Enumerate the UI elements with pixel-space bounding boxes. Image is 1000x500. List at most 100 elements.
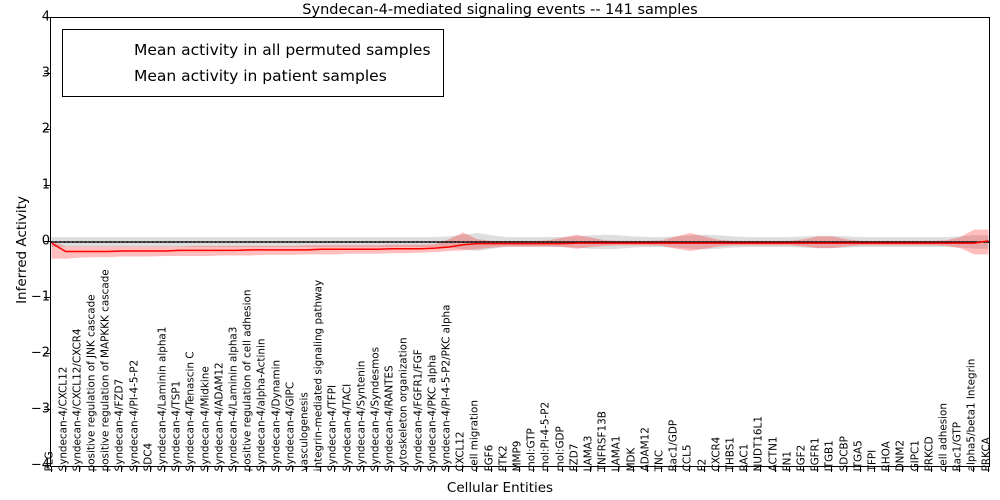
x-axis-tick-label: NUDT16L1 (752, 415, 765, 471)
y-axis-tick-mark (44, 185, 50, 186)
x-axis-tick-label: Syndecan-4/Tenascin C (185, 351, 198, 471)
x-axis-tick-label: ITGB1 (823, 439, 836, 471)
plot-svg (51, 229, 989, 259)
y-axis-tick-mark (44, 241, 50, 242)
x-axis-tick-label: FN1 (781, 450, 794, 471)
x-axis-tick-mark (462, 467, 464, 472)
x-axis-tick-mark (973, 467, 975, 472)
y-axis-tick-mark (44, 17, 50, 18)
x-axis-tick-label: Syndecan-4/CXCL12 (57, 366, 70, 471)
x-axis-tick-label: Syndecan-4/PKC alpha (426, 354, 439, 471)
x-axis-tick-mark (873, 467, 875, 472)
chart-legend: Mean activity in all permuted samples Me… (62, 29, 444, 97)
y-axis-tick-mark (44, 129, 50, 130)
x-axis-tick-label: RHOA (880, 440, 893, 471)
x-axis-tick-mark (121, 467, 123, 472)
y-axis-tick-label: −1 (30, 289, 50, 305)
x-axis-tick-mark (916, 467, 918, 472)
x-axis-tick-mark (192, 467, 194, 472)
x-axis-tick-mark (802, 467, 804, 472)
x-axis-tick-label: Syndecan-4/Syntenin (355, 360, 368, 471)
x-axis-tick-mark (93, 467, 95, 472)
x-axis-tick-label: mol:PI-4-5-P2 (539, 401, 552, 471)
x-axis-tick-mark (206, 467, 208, 472)
x-axis-tick-mark (845, 467, 847, 472)
x-axis-tick-mark (760, 467, 762, 472)
x-axis-tick-label: Syndecan-4/Dynamin (270, 359, 283, 471)
x-axis-tick-label: Syndecan-4/Laminin alpha3 (227, 326, 240, 471)
x-axis-tick-mark (618, 467, 620, 472)
x-axis-tick-label: ITGA5 (852, 439, 865, 471)
x-axis-tick-mark (817, 467, 819, 472)
x-axis-tick-mark (831, 467, 833, 472)
x-axis-tick-label: Syndecan-4/TFPI (327, 384, 340, 472)
y-axis-tick-mark (44, 73, 50, 74)
x-axis-tick-label: LAMA3 (582, 435, 595, 471)
x-axis-tick-label: Syndecan-4/ADAM12 (213, 361, 226, 471)
x-axis-tick-mark (78, 467, 80, 472)
y-axis-tick-mark (44, 297, 50, 298)
x-axis-tick-mark (519, 467, 520, 472)
x-axis-tick-mark (64, 467, 66, 472)
x-axis-tick-label: Rac1/GTP (951, 421, 964, 471)
x-axis-tick-label: mol:GTP (525, 427, 538, 471)
x-axis-tick-mark (362, 467, 364, 472)
x-axis-tick-label: CXCR4 (710, 436, 723, 471)
x-axis-tick-mark (660, 467, 662, 472)
x-axis-tick-mark (632, 467, 634, 472)
x-axis-tick-mark (476, 467, 478, 472)
y-axis: 4 3 2 1 0 −1 −2 −3 −4 (0, 0, 50, 500)
x-axis-tick-mark (220, 467, 222, 472)
x-axis-tick-label: Syndecan-4/Laminin alpha1 (156, 326, 169, 471)
x-axis-tick-label: mol:GDP (554, 425, 567, 471)
x-axis-tick-mark (731, 467, 733, 472)
x-axis-tick-mark (504, 467, 506, 472)
x-axis-tick-label: GIPC1 (909, 439, 922, 471)
x-axis-tick-mark (547, 467, 549, 472)
x-axis-tick-label: PLG (43, 450, 56, 471)
x-axis-tick-label: F2 (696, 458, 709, 471)
x-axis-tick-label: cell adhesion (937, 402, 950, 471)
legend-entry: Mean activity in patient samples (72, 63, 431, 89)
x-axis-tick-label: Syndecan-4/Midkine (199, 365, 212, 471)
x-axis-tick-label: Syndecan-4/RANTES (383, 364, 396, 471)
x-axis-tick-label: THBS1 (724, 436, 737, 471)
x-axis-tick-label: vasculogenesis (298, 391, 311, 471)
x-axis-tick-label: Syndecan-4/PI-4-5-P2 (128, 359, 141, 471)
x-axis-tick-mark (959, 467, 961, 472)
x-axis-tick-mark (391, 467, 393, 472)
x-axis-tick-label: CCL5 (681, 444, 694, 471)
x-axis-tick-label: TNFRSF13B (596, 410, 609, 471)
x-axis-tick-label: Rac1/GDP (667, 419, 680, 471)
x-axis-tick-mark (788, 467, 790, 472)
x-axis-tick-label: positive regulation of cell adhesion (241, 289, 254, 471)
x-axis-tick-mark (419, 467, 421, 472)
x-axis-tick-mark (902, 467, 904, 472)
x-axis-tick-label: TNC (653, 449, 666, 471)
x-axis-tick-mark (448, 467, 449, 472)
x-axis-tick-mark (235, 467, 237, 472)
x-axis-tick-label: Syndecan-4/TACI (341, 383, 354, 471)
x-axis-tick-mark (774, 467, 776, 472)
x-axis-tick-label: ADAM12 (639, 426, 652, 471)
x-axis-tick-mark (405, 467, 407, 472)
x-axis-tick-mark (377, 467, 379, 472)
x-axis-tick-mark (689, 467, 691, 472)
x-axis-tick-mark (561, 467, 563, 472)
x-axis-tick-mark (149, 467, 151, 472)
x-axis-tick-mark (717, 467, 719, 472)
x-axis-tick-label: Syndecan-4/GIPC (284, 381, 297, 471)
x-axis-tick-mark (675, 467, 677, 472)
x-axis-tick-label: PRKCA (980, 436, 993, 471)
x-axis-tick-mark (575, 467, 577, 472)
x-axis-tick-mark (746, 467, 748, 472)
x-axis-tick-mark (859, 467, 861, 472)
y-axis-tick-mark (44, 409, 50, 410)
x-axis-tick-mark (320, 467, 322, 472)
y-axis-tick-label: −2 (30, 345, 50, 361)
x-axis-tick-label: ACTN1 (767, 436, 780, 471)
legend-entry-label: Mean activity in patient samples (134, 67, 387, 85)
x-axis-tick-label: MMP9 (511, 440, 524, 471)
x-axis-tick-label: cytoskeleton organization (398, 337, 411, 471)
x-axis-tick-label: Syndecan-4/TSP1 (170, 380, 183, 471)
